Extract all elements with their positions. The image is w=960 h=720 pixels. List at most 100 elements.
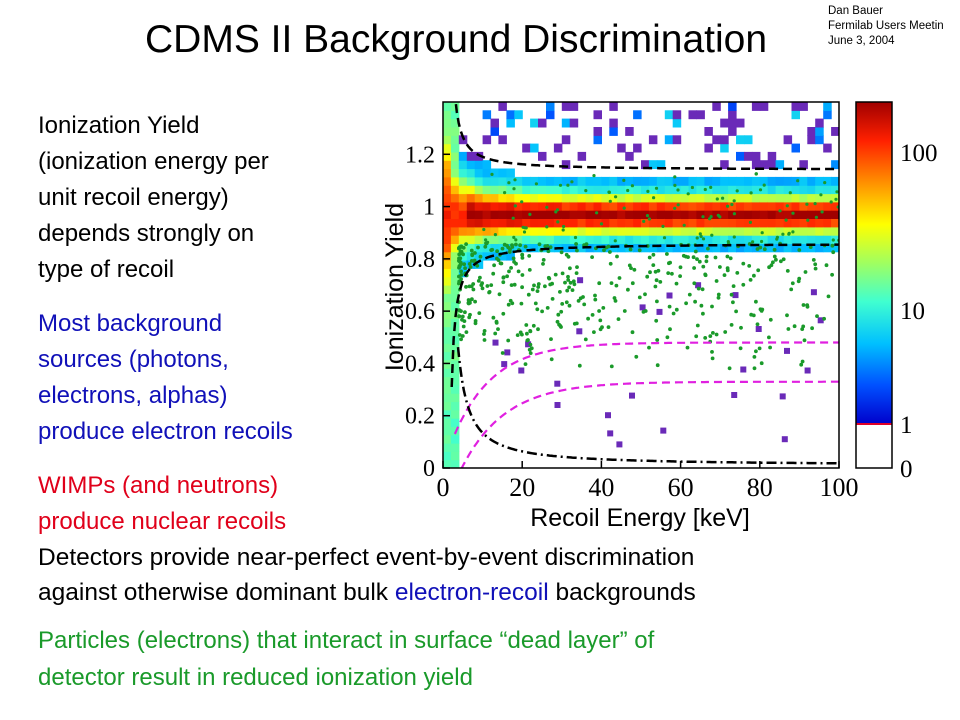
scatter-point [655, 363, 660, 368]
scatter-point [490, 172, 494, 176]
heatmap-cell [807, 135, 816, 145]
scatter-point [775, 235, 780, 239]
heatmap-cell [490, 251, 499, 261]
credit-date: June 3, 2004 [828, 35, 895, 47]
text-line: sources (photons, [38, 346, 229, 373]
heatmap-cell [474, 201, 484, 211]
scatter-point [457, 252, 462, 257]
heatmap-cell [720, 210, 729, 219]
scatter-point [520, 252, 525, 257]
slide-title: CDMS II Background Discrimination [145, 18, 768, 61]
scatter-point [536, 285, 541, 289]
heatmap-cell [775, 235, 785, 244]
heatmap-cell [577, 210, 587, 219]
scatter-point [549, 357, 554, 362]
heatmap-cell [648, 135, 658, 145]
scatter-point [823, 244, 827, 248]
heatmap-cell [633, 193, 642, 203]
scatter-point [775, 237, 779, 241]
heatmap-cell [648, 185, 658, 195]
heatmap-cell [474, 251, 484, 261]
heatmap-cell [450, 368, 460, 378]
heatmap-cell [633, 185, 642, 195]
heatmap-cell [450, 243, 460, 253]
heatmap-cell [466, 151, 476, 161]
scatter-point [532, 283, 536, 288]
heatmap-cell [546, 185, 555, 195]
scatter-point [467, 300, 472, 305]
scatter-point [676, 188, 680, 192]
scatter-point [824, 263, 829, 268]
scatter-point [666, 271, 671, 275]
heatmap-cell [767, 201, 777, 211]
heatmap-cell [751, 201, 761, 211]
sparse-cell [732, 292, 739, 299]
scatter-point [498, 253, 502, 257]
heatmap-cell [641, 185, 650, 195]
heatmap-cell [672, 243, 682, 253]
scatter-point [626, 188, 630, 193]
heatmap-cell [458, 201, 468, 211]
scatter-point [643, 292, 647, 297]
scatter-point [695, 323, 700, 328]
heatmap-cell [736, 193, 745, 203]
scatter-point [459, 244, 464, 249]
scatter-point [796, 279, 801, 284]
scatter-point [723, 244, 728, 248]
scatter-point [637, 295, 642, 300]
scatter-point [645, 244, 650, 248]
heatmap-cell [443, 293, 452, 303]
scatter-point [826, 294, 831, 299]
scatter-point [622, 178, 626, 182]
scatter-point [541, 258, 546, 262]
heatmap-cell [443, 118, 452, 128]
heatmap-cell [648, 235, 658, 244]
heatmap-cell [617, 235, 626, 244]
scatter-point [464, 330, 469, 334]
heatmap-cell [569, 218, 579, 228]
sparse-cell [656, 308, 663, 315]
scatter-point [493, 233, 497, 237]
scatter-point [768, 317, 773, 322]
heatmap-cell [593, 201, 602, 211]
scatter-point [468, 301, 472, 305]
heatmap-cell [656, 243, 666, 253]
scatter-point [473, 319, 478, 323]
heatmap-cell [736, 201, 745, 211]
heatmap-cell [514, 176, 523, 186]
heatmap-cell [767, 210, 777, 219]
heatmap-cell [482, 193, 492, 203]
scatter-point [500, 246, 505, 251]
heatmap-cell [625, 151, 634, 161]
scatter-point [598, 327, 603, 332]
heatmap-cell [625, 176, 634, 186]
scatter-point [759, 309, 764, 313]
scatter-point [462, 319, 467, 323]
heatmap-cell [450, 293, 460, 303]
heatmap-cell [577, 218, 587, 228]
scatter-point [723, 330, 728, 334]
heatmap-cell [450, 443, 460, 452]
heatmap-cell [751, 151, 761, 161]
scatter-point [622, 206, 626, 210]
paragraph-ionization-yield: Ionization Yield (ionization energy per … [38, 108, 269, 288]
heatmap-cell [759, 243, 769, 253]
scatter-point [467, 262, 472, 266]
sparse-cell [518, 367, 525, 374]
scatter-point [758, 245, 763, 250]
scatter-point [732, 199, 736, 203]
heatmap-cell [815, 118, 824, 128]
heatmap-cell [443, 135, 452, 145]
heatmap-cell [609, 210, 618, 219]
scatter-point [686, 192, 690, 196]
scatter-point [501, 280, 506, 285]
heatmap-cell [450, 260, 460, 269]
scatter-point [624, 243, 628, 248]
scatter-point [528, 351, 533, 355]
heatmap-cell [775, 226, 785, 236]
heatmap-cell [783, 185, 793, 195]
heatmap-cell [799, 218, 808, 228]
scatter-point [768, 345, 772, 350]
x-tick-label: 80 [747, 473, 773, 502]
heatmap-cell [767, 176, 777, 186]
